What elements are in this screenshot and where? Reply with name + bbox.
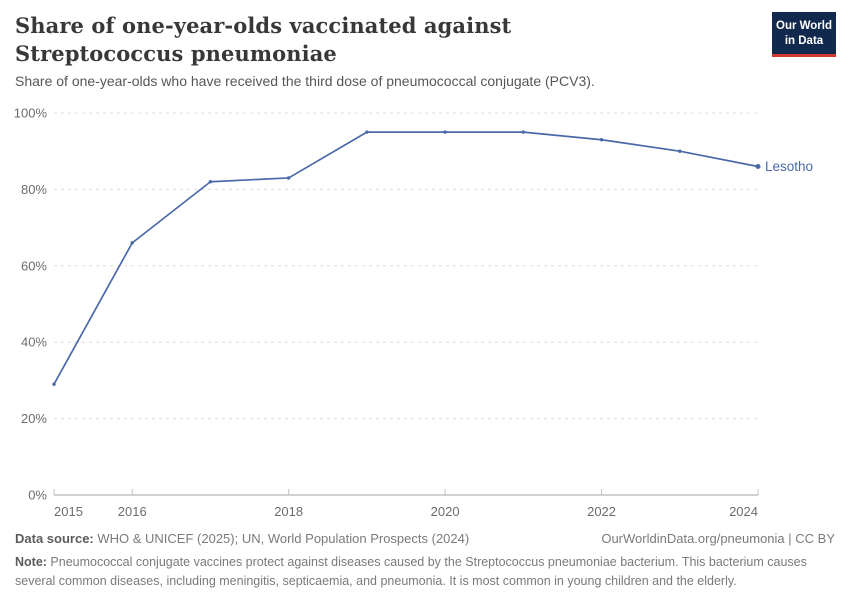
y-axis-label: 60% (21, 258, 47, 273)
y-axis-label: 0% (28, 488, 47, 503)
data-point-marker (365, 130, 369, 134)
data-point-marker (521, 130, 526, 134)
chart-subtitle: Share of one-year-olds who have received… (15, 73, 595, 89)
y-axis-label: 100% (14, 106, 48, 121)
page-title: Share of one-year-olds vaccinated agains… (15, 13, 512, 67)
rights: OurWorldinData.org/pneumonia | CC BY (601, 531, 835, 546)
data-point-marker (286, 176, 291, 180)
x-axis-label: 2024 (729, 504, 758, 519)
owid-logo: Our World in Data (772, 12, 836, 57)
data-point-marker (130, 241, 134, 245)
note-label: Note: (15, 555, 47, 569)
x-axis-label: 2020 (431, 504, 460, 519)
data-point-marker (208, 180, 213, 184)
license-text: | CC BY (784, 531, 835, 546)
data-point-marker (443, 130, 447, 134)
y-axis-label: 40% (21, 335, 47, 350)
data-point-marker (678, 149, 682, 153)
data-source-text: WHO & UNICEF (2025); UN, World Populatio… (93, 531, 470, 546)
footer-source-row: Data source: WHO & UNICEF (2025); UN, Wo… (15, 531, 835, 546)
data-source-label: Data source: (15, 531, 94, 546)
line-chart: 0% 20% 40% 60% 80% 100% 2015 2016 2018 2020 2022 20… (14, 106, 813, 520)
data-point-marker (599, 138, 604, 142)
series-end-label: Lesotho (765, 159, 813, 174)
data-point-marker (52, 382, 56, 386)
owid-logo-line2: in Data (784, 34, 824, 47)
owid-logo-line1: Our World (776, 20, 833, 32)
series-line-lesotho (53, 131, 759, 385)
footer-note: Note: Pneumococcal conjugate vaccines pr… (15, 553, 837, 592)
data-point-marker (755, 163, 761, 169)
note-text: Pneumococcal conjugate vaccines protect … (15, 555, 807, 589)
owid-link[interactable]: OurWorldinData.org/pneumonia (601, 531, 785, 546)
x-axis-label: 2015 (54, 504, 83, 519)
x-axis-label: 2016 (118, 504, 147, 519)
y-axis-label: 80% (21, 182, 47, 197)
data-source: Data source: WHO & UNICEF (2025); UN, Wo… (15, 531, 469, 546)
x-axis-label: 2018 (274, 504, 303, 519)
y-axis-label: 20% (21, 411, 47, 426)
x-axis-label: 2022 (587, 504, 616, 519)
